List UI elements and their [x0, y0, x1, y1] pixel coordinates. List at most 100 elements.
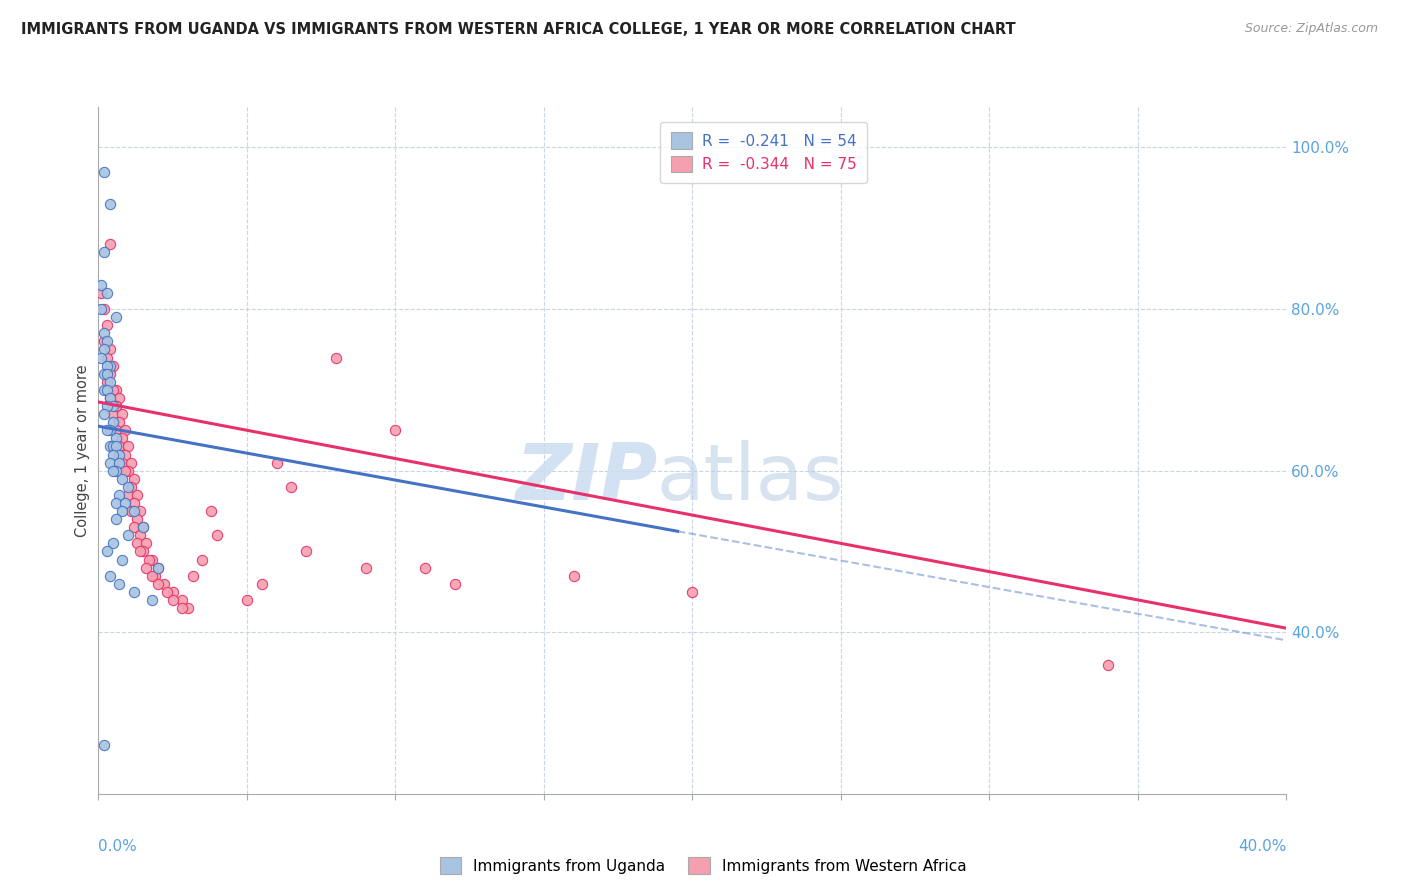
Text: atlas: atlas [657, 440, 845, 516]
Point [114, 464, 136, 478]
Point [562, 568, 585, 582]
Point [122, 504, 145, 518]
Point [93, 739, 115, 753]
Point [132, 544, 155, 558]
Point [108, 415, 131, 429]
Point [170, 593, 193, 607]
Point [96, 375, 118, 389]
Point [98, 391, 121, 405]
Point [125, 488, 148, 502]
Point [103, 448, 125, 462]
Point [108, 391, 131, 405]
Point [108, 576, 131, 591]
Point [105, 310, 128, 325]
Point [108, 448, 131, 462]
Point [170, 601, 193, 615]
Point [108, 439, 131, 453]
Point [105, 439, 128, 453]
Point [105, 399, 128, 413]
Point [117, 464, 139, 478]
Point [111, 407, 134, 421]
Text: 40.0%: 40.0% [1239, 838, 1286, 854]
Text: Source: ZipAtlas.com: Source: ZipAtlas.com [1244, 22, 1378, 36]
Point [207, 528, 229, 542]
Point [93, 383, 115, 397]
Point [141, 568, 163, 582]
Point [105, 383, 128, 397]
Point [98, 367, 121, 381]
Point [111, 504, 134, 518]
Point [96, 383, 118, 397]
Point [146, 576, 169, 591]
Point [129, 504, 152, 518]
Point [93, 245, 115, 260]
Point [105, 423, 128, 437]
Point [111, 472, 134, 486]
Point [200, 504, 222, 518]
Y-axis label: College, 1 year or more: College, 1 year or more [75, 364, 90, 537]
Point [96, 367, 118, 381]
Point [103, 407, 125, 421]
Point [98, 359, 121, 373]
Point [122, 585, 145, 599]
Point [111, 456, 134, 470]
Point [129, 544, 152, 558]
Point [96, 351, 118, 365]
Point [114, 496, 136, 510]
Point [138, 552, 160, 566]
Point [103, 383, 125, 397]
Point [236, 593, 259, 607]
Point [105, 431, 128, 445]
Point [295, 544, 318, 558]
Point [443, 576, 465, 591]
Point [132, 520, 155, 534]
Point [146, 560, 169, 574]
Point [98, 391, 121, 405]
Point [111, 431, 134, 445]
Point [103, 439, 125, 453]
Text: IMMIGRANTS FROM UGANDA VS IMMIGRANTS FROM WESTERN AFRICA COLLEGE, 1 YEAR OR MORE: IMMIGRANTS FROM UGANDA VS IMMIGRANTS FRO… [21, 22, 1015, 37]
Point [325, 351, 347, 365]
Point [93, 164, 115, 178]
Point [90, 351, 112, 365]
Point [129, 528, 152, 542]
Point [143, 568, 166, 582]
Point [266, 456, 288, 470]
Point [117, 439, 139, 453]
Point [93, 326, 115, 341]
Point [96, 359, 118, 373]
Point [96, 318, 118, 333]
Point [90, 301, 112, 316]
Point [120, 456, 142, 470]
Point [135, 560, 157, 574]
Point [98, 197, 121, 211]
Point [122, 472, 145, 486]
Point [93, 343, 115, 357]
Point [90, 277, 112, 292]
Point [280, 480, 302, 494]
Point [105, 399, 128, 413]
Point [152, 576, 174, 591]
Point [117, 528, 139, 542]
Point [96, 423, 118, 437]
Point [250, 576, 273, 591]
Point [183, 568, 205, 582]
Point [98, 439, 121, 453]
Point [103, 399, 125, 413]
Point [98, 237, 121, 252]
Point [162, 585, 184, 599]
Point [93, 301, 115, 316]
Point [384, 423, 406, 437]
Point [98, 375, 121, 389]
Point [125, 512, 148, 526]
Point [96, 544, 118, 558]
Point [96, 399, 118, 413]
Point [103, 415, 125, 429]
Point [117, 480, 139, 494]
Point [98, 343, 121, 357]
Point [111, 552, 134, 566]
Text: ZIP: ZIP [515, 440, 657, 516]
Point [122, 520, 145, 534]
Point [103, 464, 125, 478]
Point [141, 552, 163, 566]
